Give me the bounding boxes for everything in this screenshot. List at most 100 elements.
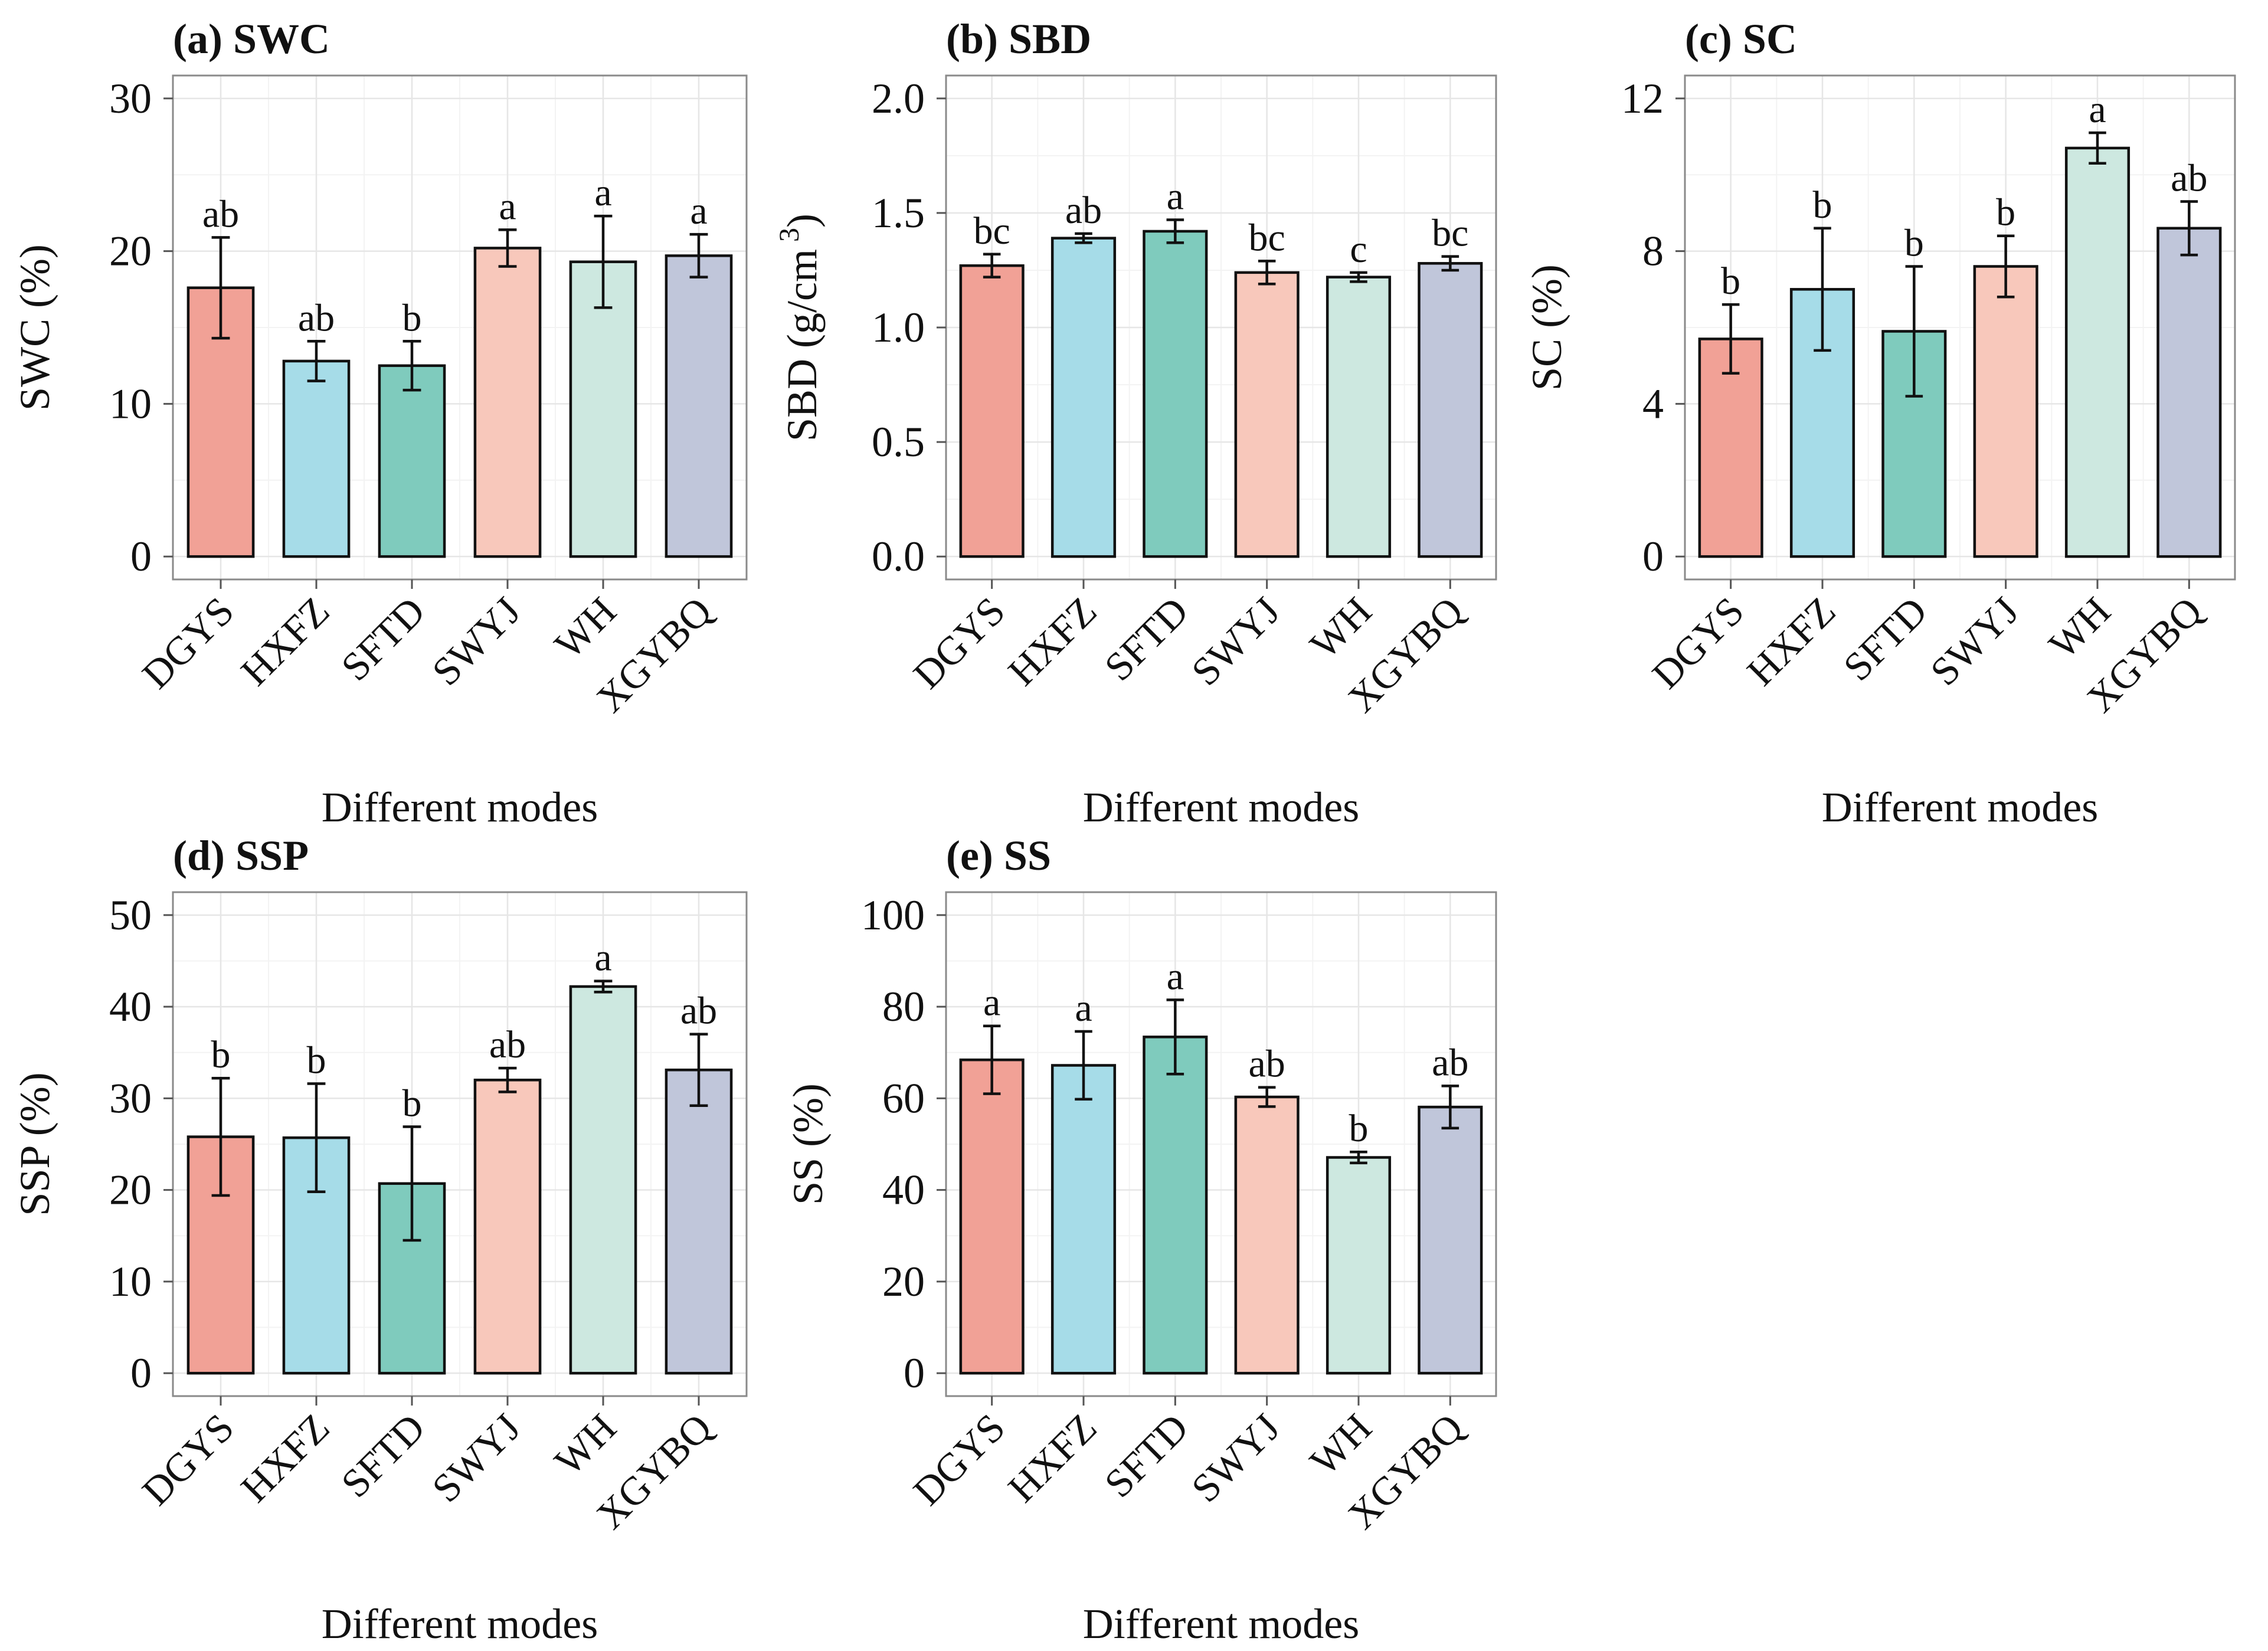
significance-label: bc [1432, 212, 1468, 255]
bar-SFTD [1143, 230, 1208, 558]
significance-label: b [1813, 184, 1832, 227]
bar-WH [569, 260, 637, 558]
y-tick-label: 20 [109, 1167, 152, 1214]
significance-label: b [1904, 221, 1924, 264]
y-axis-title-superscript: 3 [774, 228, 805, 249]
bar-XGYBQ [1418, 262, 1483, 558]
y-tick-label: 10 [109, 380, 152, 427]
significance-label: ab [2171, 157, 2207, 200]
y-tick-label: 1.5 [872, 189, 925, 237]
y-tick-label: 8 [1642, 228, 1664, 275]
significance-label: a [2089, 88, 2106, 131]
significance-label: b [402, 1082, 422, 1125]
significance-label: b [1996, 191, 2015, 234]
y-axis-title: SBD (g/cm 3) [774, 214, 826, 441]
y-axis-title-text: SSP (%) [11, 1072, 58, 1216]
x-axis-title: Different modes [1822, 784, 2099, 831]
plot-frame [1684, 74, 2236, 581]
y-tick-label: 0.0 [872, 533, 925, 580]
y-axis-title-text: SS (%) [784, 1083, 832, 1205]
bar-XGYBQ [665, 1068, 733, 1375]
bar-SWYJ [473, 1079, 542, 1375]
significance-label: a [1167, 175, 1184, 218]
y-tick-label: 40 [109, 983, 152, 1030]
y-axis-title-close: ) [778, 214, 826, 228]
y-tick-label: 20 [882, 1258, 925, 1305]
y-tick-label: 50 [109, 892, 152, 939]
y-tick-label: 20 [109, 228, 152, 275]
significance-label: c [1350, 228, 1367, 271]
y-tick-label: 1.0 [872, 304, 925, 351]
x-axis-title: Different modes [322, 784, 598, 831]
bar-HXFZ [1050, 237, 1117, 558]
panel-title: (e) SS [946, 832, 1051, 879]
significance-label: ab [680, 990, 717, 1033]
y-tick-label: 0.5 [872, 418, 925, 466]
panel-title: (a) SWC [173, 15, 330, 63]
y-tick-label: 4 [1642, 380, 1664, 427]
significance-label: b [402, 296, 422, 339]
significance-label: ab [1432, 1041, 1468, 1084]
bar-SFTD [1143, 1036, 1208, 1375]
y-axis-title: SC (%) [1523, 264, 1570, 391]
significance-label: a [594, 171, 611, 214]
bar-WH [2064, 146, 2130, 558]
bar-SWYJ [1973, 265, 2038, 558]
significance-label: b [211, 1033, 231, 1076]
y-tick-label: 100 [861, 892, 925, 939]
bar-HXFZ [282, 359, 351, 558]
significance-label: b [1721, 260, 1740, 303]
y-tick-label: 2.0 [872, 75, 925, 122]
y-tick-label: 0 [1642, 533, 1664, 580]
significance-label: a [983, 981, 1000, 1024]
significance-label: b [1349, 1107, 1369, 1150]
bar-WH [1326, 1156, 1392, 1375]
significance-label: bc [974, 209, 1010, 253]
significance-label: bc [1249, 216, 1285, 259]
bar-DGYS [959, 264, 1025, 558]
bar-XGYBQ [2156, 227, 2222, 558]
significance-label: ab [298, 296, 335, 339]
y-axis-title: SSP (%) [11, 1072, 58, 1216]
significance-label: a [499, 185, 516, 228]
x-axis-title: Different modes [1083, 784, 1360, 831]
y-axis-title: SS (%) [784, 1083, 832, 1205]
panel-title: (c) SC [1685, 15, 1797, 63]
significance-label: a [690, 189, 707, 232]
y-tick-label: 30 [109, 75, 152, 122]
y-tick-label: 0 [904, 1349, 925, 1397]
bar-SWYJ [1234, 1095, 1300, 1375]
plot-frame [945, 891, 1497, 1397]
y-axis-title-text: SWC (%) [11, 244, 58, 411]
bar-WH [569, 985, 637, 1375]
bar-HXFZ [1050, 1064, 1117, 1375]
y-tick-label: 0 [130, 533, 152, 580]
panel-title: (b) SBD [946, 15, 1091, 63]
bar-XGYBQ [1418, 1105, 1483, 1375]
bar-DGYS [959, 1058, 1025, 1375]
plot-frame [172, 891, 748, 1397]
panel-title: (d) SSP [173, 832, 309, 879]
bar-WH [1326, 276, 1392, 558]
significance-label: b [307, 1039, 326, 1082]
plot-frame [172, 74, 748, 581]
significance-label: ab [489, 1023, 526, 1066]
y-axis-title-text: SC (%) [1523, 264, 1570, 391]
x-axis-title: Different modes [322, 1600, 598, 1647]
significance-label: ab [202, 192, 239, 235]
y-tick-label: 0 [130, 1349, 152, 1397]
bar-SFTD [378, 364, 446, 558]
bar-SWYJ [473, 247, 542, 558]
significance-label: a [1167, 955, 1184, 998]
y-tick-label: 12 [1621, 75, 1664, 122]
y-axis-title-text: SBD (g/cm [778, 249, 826, 441]
y-tick-label: 80 [882, 983, 925, 1030]
significance-label: a [1075, 987, 1092, 1030]
bar-XGYBQ [665, 254, 733, 558]
significance-label: ab [1249, 1043, 1285, 1086]
y-tick-label: 60 [882, 1075, 925, 1122]
x-axis-title: Different modes [1083, 1600, 1360, 1647]
y-tick-label: 40 [882, 1167, 925, 1214]
